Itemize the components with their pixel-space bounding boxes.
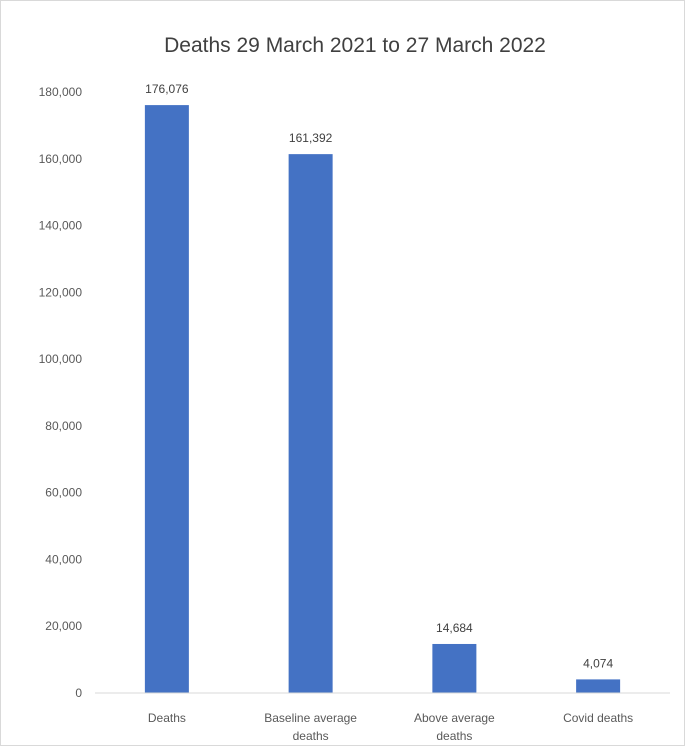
category-label-line: deaths [293,729,329,743]
y-tick-label: 60,000 [45,486,82,500]
bar [288,154,333,693]
y-tick-label: 180,000 [39,85,83,99]
data-label: 14,684 [436,621,473,635]
y-tick-label: 120,000 [39,285,83,299]
data-label: 176,076 [145,82,189,96]
category-label: Above average deaths [414,711,495,743]
data-label: 161,392 [289,131,333,145]
category-label: Baseline average deaths [264,711,357,743]
bar [576,679,621,693]
y-tick-label: 0 [75,686,82,700]
y-tick-label: 40,000 [45,552,82,566]
bar [432,643,477,693]
chart-title: Deaths 29 March 2021 to 27 March 2022 [164,34,546,57]
y-tick-label: 20,000 [45,619,82,633]
bar [144,105,189,693]
y-tick-label: 140,000 [39,219,83,233]
category-label-line: Baseline average [264,711,357,725]
category-label-line: deaths [436,729,472,743]
data-label: 4,074 [583,656,613,670]
bars: 176,076 161,392 14,684 4,074 [144,82,621,693]
category-label-line: Above average [414,711,495,725]
y-tick-label: 100,000 [39,352,83,366]
y-tick-label: 80,000 [45,419,82,433]
category-label-line: Deaths [148,711,186,725]
y-axis: 0 20,000 40,000 60,000 80,000 100,000 120,000 1… [39,85,83,700]
category-label: Deaths [148,711,186,725]
category-label: Covid deaths [563,711,633,725]
y-tick-label: 160,000 [39,152,83,166]
category-label-line: Covid deaths [563,711,633,725]
